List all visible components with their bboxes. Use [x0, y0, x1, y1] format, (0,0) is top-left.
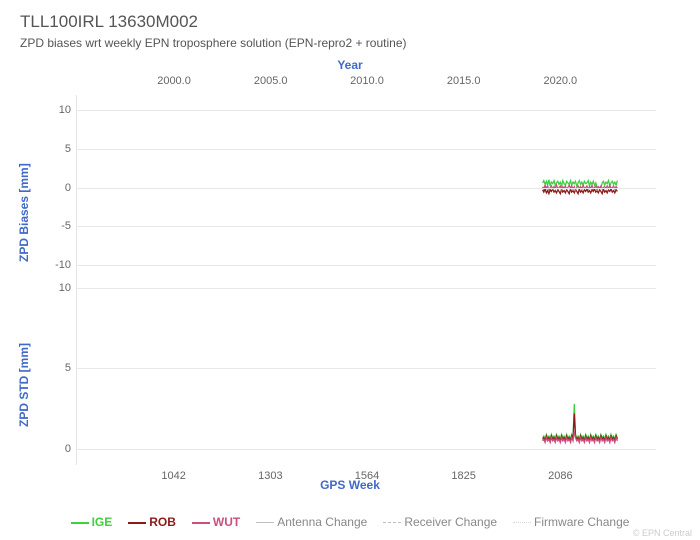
bottom-axis-label: GPS Week	[320, 478, 380, 492]
panel-std: 105010421303156418252086	[77, 280, 656, 465]
credit: © EPN Central	[633, 528, 692, 538]
gridline	[77, 226, 656, 227]
ytick-label: 0	[65, 182, 71, 194]
legend-item: Receiver Change	[383, 513, 497, 532]
gridline	[77, 188, 656, 189]
series-IGE	[543, 404, 618, 439]
gridline	[77, 288, 656, 289]
legend-swatch	[128, 522, 146, 524]
ytick-label: -10	[55, 259, 71, 271]
chart-subtitle: ZPD biases wrt weekly EPN troposphere so…	[20, 36, 407, 50]
series-ROB	[543, 189, 618, 194]
gridline	[77, 149, 656, 150]
ytick-label: -5	[61, 220, 71, 232]
gridline	[77, 110, 656, 111]
top-axis-label: Year	[337, 58, 362, 72]
legend-label: Antenna Change	[277, 515, 367, 529]
y1-axis-label: ZPD Biases [mm]	[17, 163, 31, 262]
panel-biases: 1050-5-102000.02005.02010.02015.02020.0	[77, 95, 656, 280]
xtick-top: 2005.0	[254, 75, 288, 87]
ytick-label: 5	[65, 362, 71, 374]
xtick-bottom: 2086	[548, 470, 572, 482]
plot-area: 1050-5-102000.02005.02010.02015.02020.0 …	[76, 95, 656, 465]
legend-label: IGE	[92, 515, 113, 529]
legend-swatch	[513, 522, 531, 523]
ytick-label: 5	[65, 143, 71, 155]
legend-item: Firmware Change	[513, 513, 629, 532]
chart-container: TLL100IRL 13630M002 ZPD biases wrt weekl…	[0, 0, 700, 540]
legend-swatch	[383, 522, 401, 523]
y2-axis-label: ZPD STD [mm]	[17, 343, 31, 427]
gridline	[77, 449, 656, 450]
std-svg	[77, 280, 656, 465]
legend-label: WUT	[213, 515, 240, 529]
legend-item: IGE	[71, 513, 113, 532]
gridline	[77, 368, 656, 369]
ytick-label: 0	[65, 443, 71, 455]
legend-item: ROB	[128, 513, 176, 532]
xtick-top: 2020.0	[544, 75, 578, 87]
xtick-bottom: 1042	[161, 470, 185, 482]
legend-item: WUT	[192, 513, 240, 532]
xtick-bottom: 1825	[451, 470, 475, 482]
legend-swatch	[71, 522, 89, 524]
ytick-label: 10	[59, 104, 71, 116]
xtick-top: 2000.0	[157, 75, 191, 87]
chart-title: TLL100IRL 13630M002	[20, 12, 198, 32]
legend-item: Antenna Change	[256, 513, 367, 532]
legend-swatch	[192, 522, 210, 524]
legend-label: ROB	[149, 515, 176, 529]
gridline	[77, 265, 656, 266]
xtick-bottom: 1303	[258, 470, 282, 482]
xtick-top: 2015.0	[447, 75, 481, 87]
legend-label: Receiver Change	[404, 515, 497, 529]
xtick-top: 2010.0	[350, 75, 384, 87]
ytick-label: 10	[59, 282, 71, 294]
legend-label: Firmware Change	[534, 515, 629, 529]
legend: IGE ROB WUT Antenna Change Receiver Change Fi…	[0, 513, 700, 532]
legend-swatch	[256, 522, 274, 523]
